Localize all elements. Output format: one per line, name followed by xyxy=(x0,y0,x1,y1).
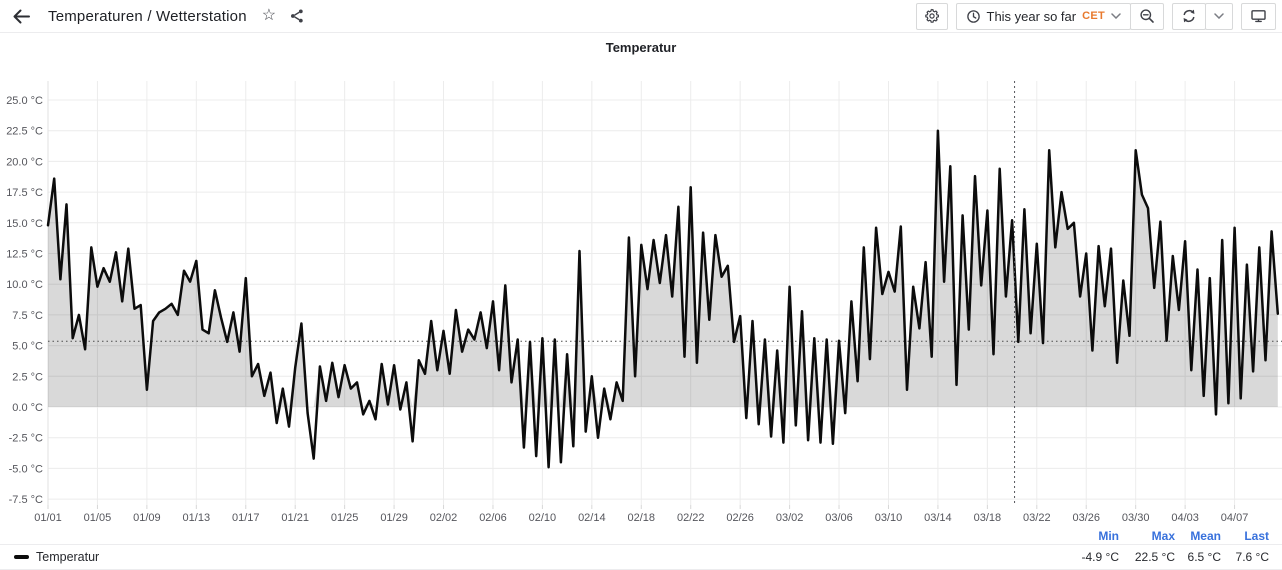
svg-text:03/18: 03/18 xyxy=(974,512,1002,524)
svg-text:22.5 °C: 22.5 °C xyxy=(6,126,43,138)
stat-value-mean: 6.5 °C xyxy=(1187,550,1221,564)
time-range-picker[interactable]: This year so far CET xyxy=(955,2,1131,30)
legend-stat-values: -4.9 °C 22.5 °C 6.5 °C 7.6 °C xyxy=(1061,550,1269,564)
svg-text:01/05: 01/05 xyxy=(84,512,112,524)
dashboard-panel: Temperatur 25.0 °C 22.5 °C 20.0 °C 17.5 °C 1… xyxy=(0,33,1282,570)
panel-settings-button[interactable] xyxy=(915,2,948,30)
chevron-down-icon xyxy=(1214,13,1224,19)
svg-text:02/10: 02/10 xyxy=(529,512,557,524)
gear-icon xyxy=(924,8,939,23)
svg-text:01/21: 01/21 xyxy=(281,512,309,524)
legend-series-temperatur[interactable]: Temperatur xyxy=(14,550,99,564)
share-icon xyxy=(291,9,303,23)
svg-text:01/01: 01/01 xyxy=(34,512,62,524)
svg-text:02/18: 02/18 xyxy=(628,512,656,524)
svg-text:0.0 °C: 0.0 °C xyxy=(12,402,43,414)
svg-text:03/02: 03/02 xyxy=(776,512,804,524)
svg-text:5.0 °C: 5.0 °C xyxy=(12,341,43,353)
timezone-badge: CET xyxy=(1082,10,1105,22)
series-color-swatch xyxy=(14,555,29,559)
svg-text:-2.5 °C: -2.5 °C xyxy=(9,433,43,445)
temperature-chart[interactable]: 25.0 °C 22.5 °C 20.0 °C 17.5 °C 15.0 °C 12.5 … xyxy=(0,61,1282,527)
svg-text:04/07: 04/07 xyxy=(1221,512,1249,524)
svg-text:03/30: 03/30 xyxy=(1122,512,1150,524)
svg-text:7.5 °C: 7.5 °C xyxy=(12,310,43,322)
svg-text:-7.5 °C: -7.5 °C xyxy=(9,494,43,506)
svg-text:02/22: 02/22 xyxy=(677,512,705,524)
svg-text:01/17: 01/17 xyxy=(232,512,260,524)
svg-text:10.0 °C: 10.0 °C xyxy=(6,279,43,291)
stat-value-last: 7.6 °C xyxy=(1235,550,1269,564)
monitor-icon xyxy=(1251,10,1266,23)
svg-text:01/13: 01/13 xyxy=(183,512,211,524)
top-bar: Temperaturen / Wetterstation ☆ xyxy=(0,0,1282,33)
svg-text:20.0 °C: 20.0 °C xyxy=(6,156,43,168)
svg-text:03/26: 03/26 xyxy=(1072,512,1100,524)
svg-text:04/03: 04/03 xyxy=(1171,512,1199,524)
legend-stats-header: Min Max Mean Last xyxy=(0,527,1282,544)
temperature-area-fill xyxy=(48,130,1278,407)
refresh-interval-dropdown[interactable] xyxy=(1205,2,1233,30)
svg-text:12.5 °C: 12.5 °C xyxy=(6,249,43,261)
svg-text:03/06: 03/06 xyxy=(825,512,853,524)
svg-text:15.0 °C: 15.0 °C xyxy=(6,218,43,230)
favorite-star-button[interactable]: ☆ xyxy=(260,6,278,26)
chevron-down-icon xyxy=(1111,13,1121,19)
zoom-out-button[interactable] xyxy=(1130,2,1164,30)
svg-text:2.5 °C: 2.5 °C xyxy=(12,371,43,383)
svg-text:03/14: 03/14 xyxy=(924,512,952,524)
clock-icon xyxy=(966,9,980,23)
stat-value-max: 22.5 °C xyxy=(1134,550,1175,564)
share-button[interactable] xyxy=(287,6,307,26)
legend-series-label: Temperatur xyxy=(36,550,100,564)
svg-text:17.5 °C: 17.5 °C xyxy=(6,187,43,199)
refresh-icon xyxy=(1183,9,1195,23)
svg-text:01/29: 01/29 xyxy=(380,512,408,524)
back-button[interactable] xyxy=(10,6,33,27)
stat-header-last[interactable]: Last xyxy=(1244,528,1269,543)
stat-value-min: -4.9 °C xyxy=(1081,550,1119,564)
stat-header-min[interactable]: Min xyxy=(1098,528,1119,543)
svg-text:02/14: 02/14 xyxy=(578,512,606,524)
svg-text:02/26: 02/26 xyxy=(726,512,754,524)
star-icon: ☆ xyxy=(261,7,277,24)
kiosk-mode-button[interactable] xyxy=(1241,2,1276,30)
panel-title: Temperatur xyxy=(605,40,677,55)
arrow-left-icon xyxy=(13,9,30,23)
svg-text:01/09: 01/09 xyxy=(133,512,161,524)
svg-text:01/25: 01/25 xyxy=(331,512,359,524)
time-range-label: This year so far xyxy=(986,8,1077,24)
svg-text:02/06: 02/06 xyxy=(479,512,507,524)
svg-text:25.0 °C: 25.0 °C xyxy=(6,95,43,107)
temperature-series-line xyxy=(46,129,1280,469)
svg-text:02/02: 02/02 xyxy=(430,512,458,524)
svg-text:03/10: 03/10 xyxy=(875,512,903,524)
breadcrumb[interactable]: Temperaturen / Wetterstation xyxy=(48,7,247,25)
stat-header-max[interactable]: Max xyxy=(1151,528,1175,543)
svg-text:-5.0 °C: -5.0 °C xyxy=(9,463,43,475)
legend: Temperatur -4.9 °C 22.5 °C 6.5 °C 7.6 °C xyxy=(0,544,1282,570)
zoom-out-icon xyxy=(1140,9,1154,23)
refresh-button[interactable] xyxy=(1172,2,1206,30)
stat-header-mean[interactable]: Mean xyxy=(1190,528,1221,543)
svg-text:03/22: 03/22 xyxy=(1023,512,1051,524)
